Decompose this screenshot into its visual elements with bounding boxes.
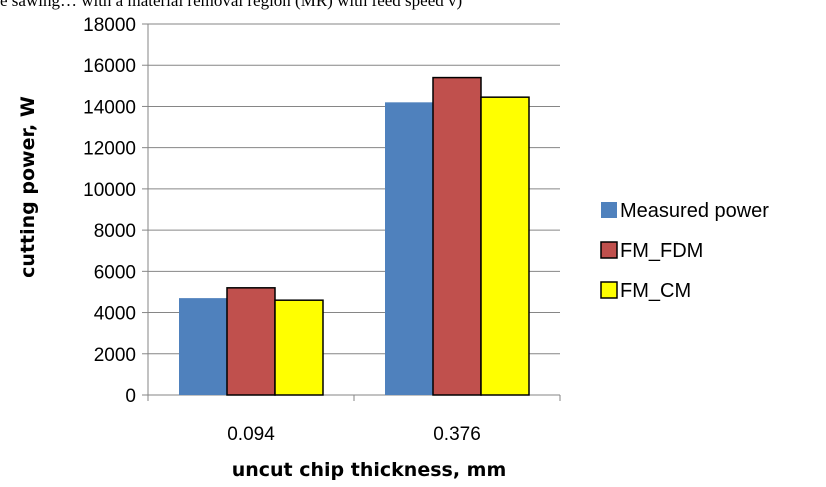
legend-label: Measured power bbox=[620, 200, 769, 222]
legend-swatch bbox=[601, 202, 617, 218]
y-tick-label: 18000 bbox=[83, 15, 136, 36]
y-tick-label: 4000 bbox=[94, 304, 136, 325]
bar-measured-power-0_376 bbox=[385, 102, 433, 396]
y-tick-label: 0 bbox=[125, 386, 136, 407]
bar-fm-fdm-0_376 bbox=[432, 76, 482, 396]
legend-swatch bbox=[600, 241, 618, 259]
bar-fm-fdm-0_094 bbox=[226, 287, 276, 396]
y-tick-label: 8000 bbox=[94, 221, 136, 242]
y-tick-labels: 0 2000 4000 6000 8000 10000 12000 14000 16000 180… bbox=[83, 15, 136, 407]
bar-fm-cm-0_094 bbox=[274, 299, 324, 396]
bar-measured-power-0_094 bbox=[179, 298, 227, 395]
legend-label: FM_CM bbox=[620, 280, 691, 302]
x-axis-title: uncut chip thickness, mm bbox=[232, 459, 507, 481]
y-tick-label: 14000 bbox=[83, 97, 136, 118]
x-tick-label: 0.094 bbox=[227, 424, 275, 445]
legend-label: FM_FDM bbox=[620, 240, 703, 262]
bar-fm-cm-0_376 bbox=[480, 96, 530, 396]
x-tick-label: 0.376 bbox=[433, 424, 481, 445]
y-axis-title: cutting power, W bbox=[17, 96, 39, 278]
legend-swatch bbox=[600, 281, 618, 299]
y-tick-label: 16000 bbox=[83, 56, 136, 77]
y-tick-label: 6000 bbox=[94, 262, 136, 283]
caption-text: e sawing… with a material removal region… bbox=[0, 0, 463, 10]
bars bbox=[179, 76, 530, 396]
y-tick-label: 12000 bbox=[83, 139, 136, 160]
y-tick-label: 2000 bbox=[94, 345, 136, 366]
y-tick-label: 10000 bbox=[83, 180, 136, 201]
legend: Measured power FM_FDM FM_CM bbox=[600, 200, 769, 302]
x-tick-labels: 0.094 0.376 bbox=[227, 424, 481, 445]
